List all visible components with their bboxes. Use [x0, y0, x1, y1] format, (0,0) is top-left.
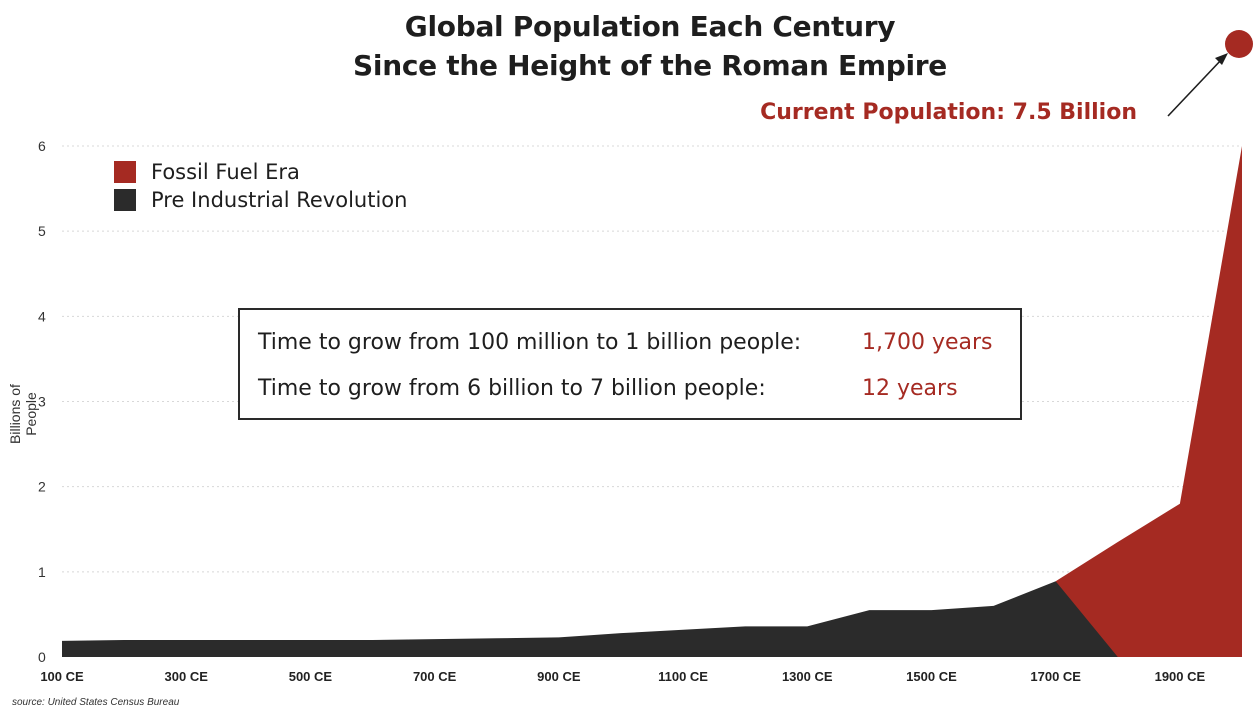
y-tick-label-1: 1: [38, 564, 46, 580]
current-population-dot: [1225, 30, 1253, 58]
legend-label-fossil-fuel: Fossil Fuel Era: [151, 160, 300, 184]
x-tick-label-1100: 1100 CE: [658, 669, 708, 684]
x-tick-label-500: 500 CE: [289, 669, 333, 684]
legend-item-fossil-fuel: Fossil Fuel Era: [114, 158, 407, 186]
x-tick-label-1900: 1900 CE: [1155, 669, 1206, 684]
y-tick-label-2: 2: [38, 479, 46, 495]
area-pre-industrial-revolution: [62, 581, 1118, 657]
y-tick-label-4: 4: [38, 308, 46, 324]
callout-arrow-line: [1167, 58, 1223, 117]
x-tick-label-1500: 1500 CE: [906, 669, 957, 684]
info-row-1-label: Time to grow from 100 million to 1 billi…: [258, 330, 802, 355]
info-row-2-label: Time to grow from 6 billion to 7 billion…: [258, 376, 766, 401]
callout-arrow-head: [1215, 53, 1228, 65]
legend: Fossil Fuel Era Pre Industrial Revolutio…: [114, 158, 407, 214]
current-population-marker: [1167, 30, 1253, 117]
y-tick-label-0: 0: [38, 649, 46, 665]
y-axis-ticks: 0 1 2 3 4 5 6: [38, 138, 46, 665]
source-note: source: United States Census Bureau: [12, 697, 180, 708]
x-tick-label-100: 100 CE: [40, 669, 84, 684]
x-tick-label-900: 900 CE: [537, 669, 581, 684]
x-tick-label-300: 300 CE: [165, 669, 209, 684]
x-tick-label-700: 700 CE: [413, 669, 457, 684]
legend-label-pre-industrial: Pre Industrial Revolution: [151, 188, 408, 212]
current-population-callout: Current Population: 7.5 Billion: [760, 100, 1137, 125]
info-row-1-value: 1,700 years: [862, 330, 993, 355]
growth-info-box: Time to grow from 100 million to 1 billi…: [238, 308, 1022, 420]
chart-title-line-1: Global Population Each Century: [404, 10, 896, 43]
legend-swatch-pre-industrial: [114, 189, 136, 211]
chart-title-line-2: Since the Height of the Roman Empire: [353, 49, 947, 82]
x-axis-ticks: 100 CE 300 CE 500 CE 700 CE 900 CE 1100 CE 130…: [40, 669, 1205, 684]
info-row-2-value: 12 years: [862, 376, 958, 401]
legend-item-pre-industrial: Pre Industrial Revolution: [114, 186, 407, 214]
y-tick-label-3: 3: [38, 394, 46, 410]
x-tick-label-1700: 1700 CE: [1030, 669, 1081, 684]
info-row-2: Time to grow from 6 billion to 7 billion…: [258, 376, 958, 401]
area-fossil-fuel-era: [1055, 146, 1242, 657]
y-tick-label-6: 6: [38, 138, 46, 154]
y-axis-label: Billions of People: [7, 384, 39, 444]
info-row-1: Time to grow from 100 million to 1 billi…: [258, 330, 993, 355]
y-tick-label-5: 5: [38, 223, 46, 239]
x-tick-label-1300: 1300 CE: [782, 669, 833, 684]
area-series: [62, 146, 1242, 657]
legend-swatch-fossil-fuel: [114, 161, 136, 183]
